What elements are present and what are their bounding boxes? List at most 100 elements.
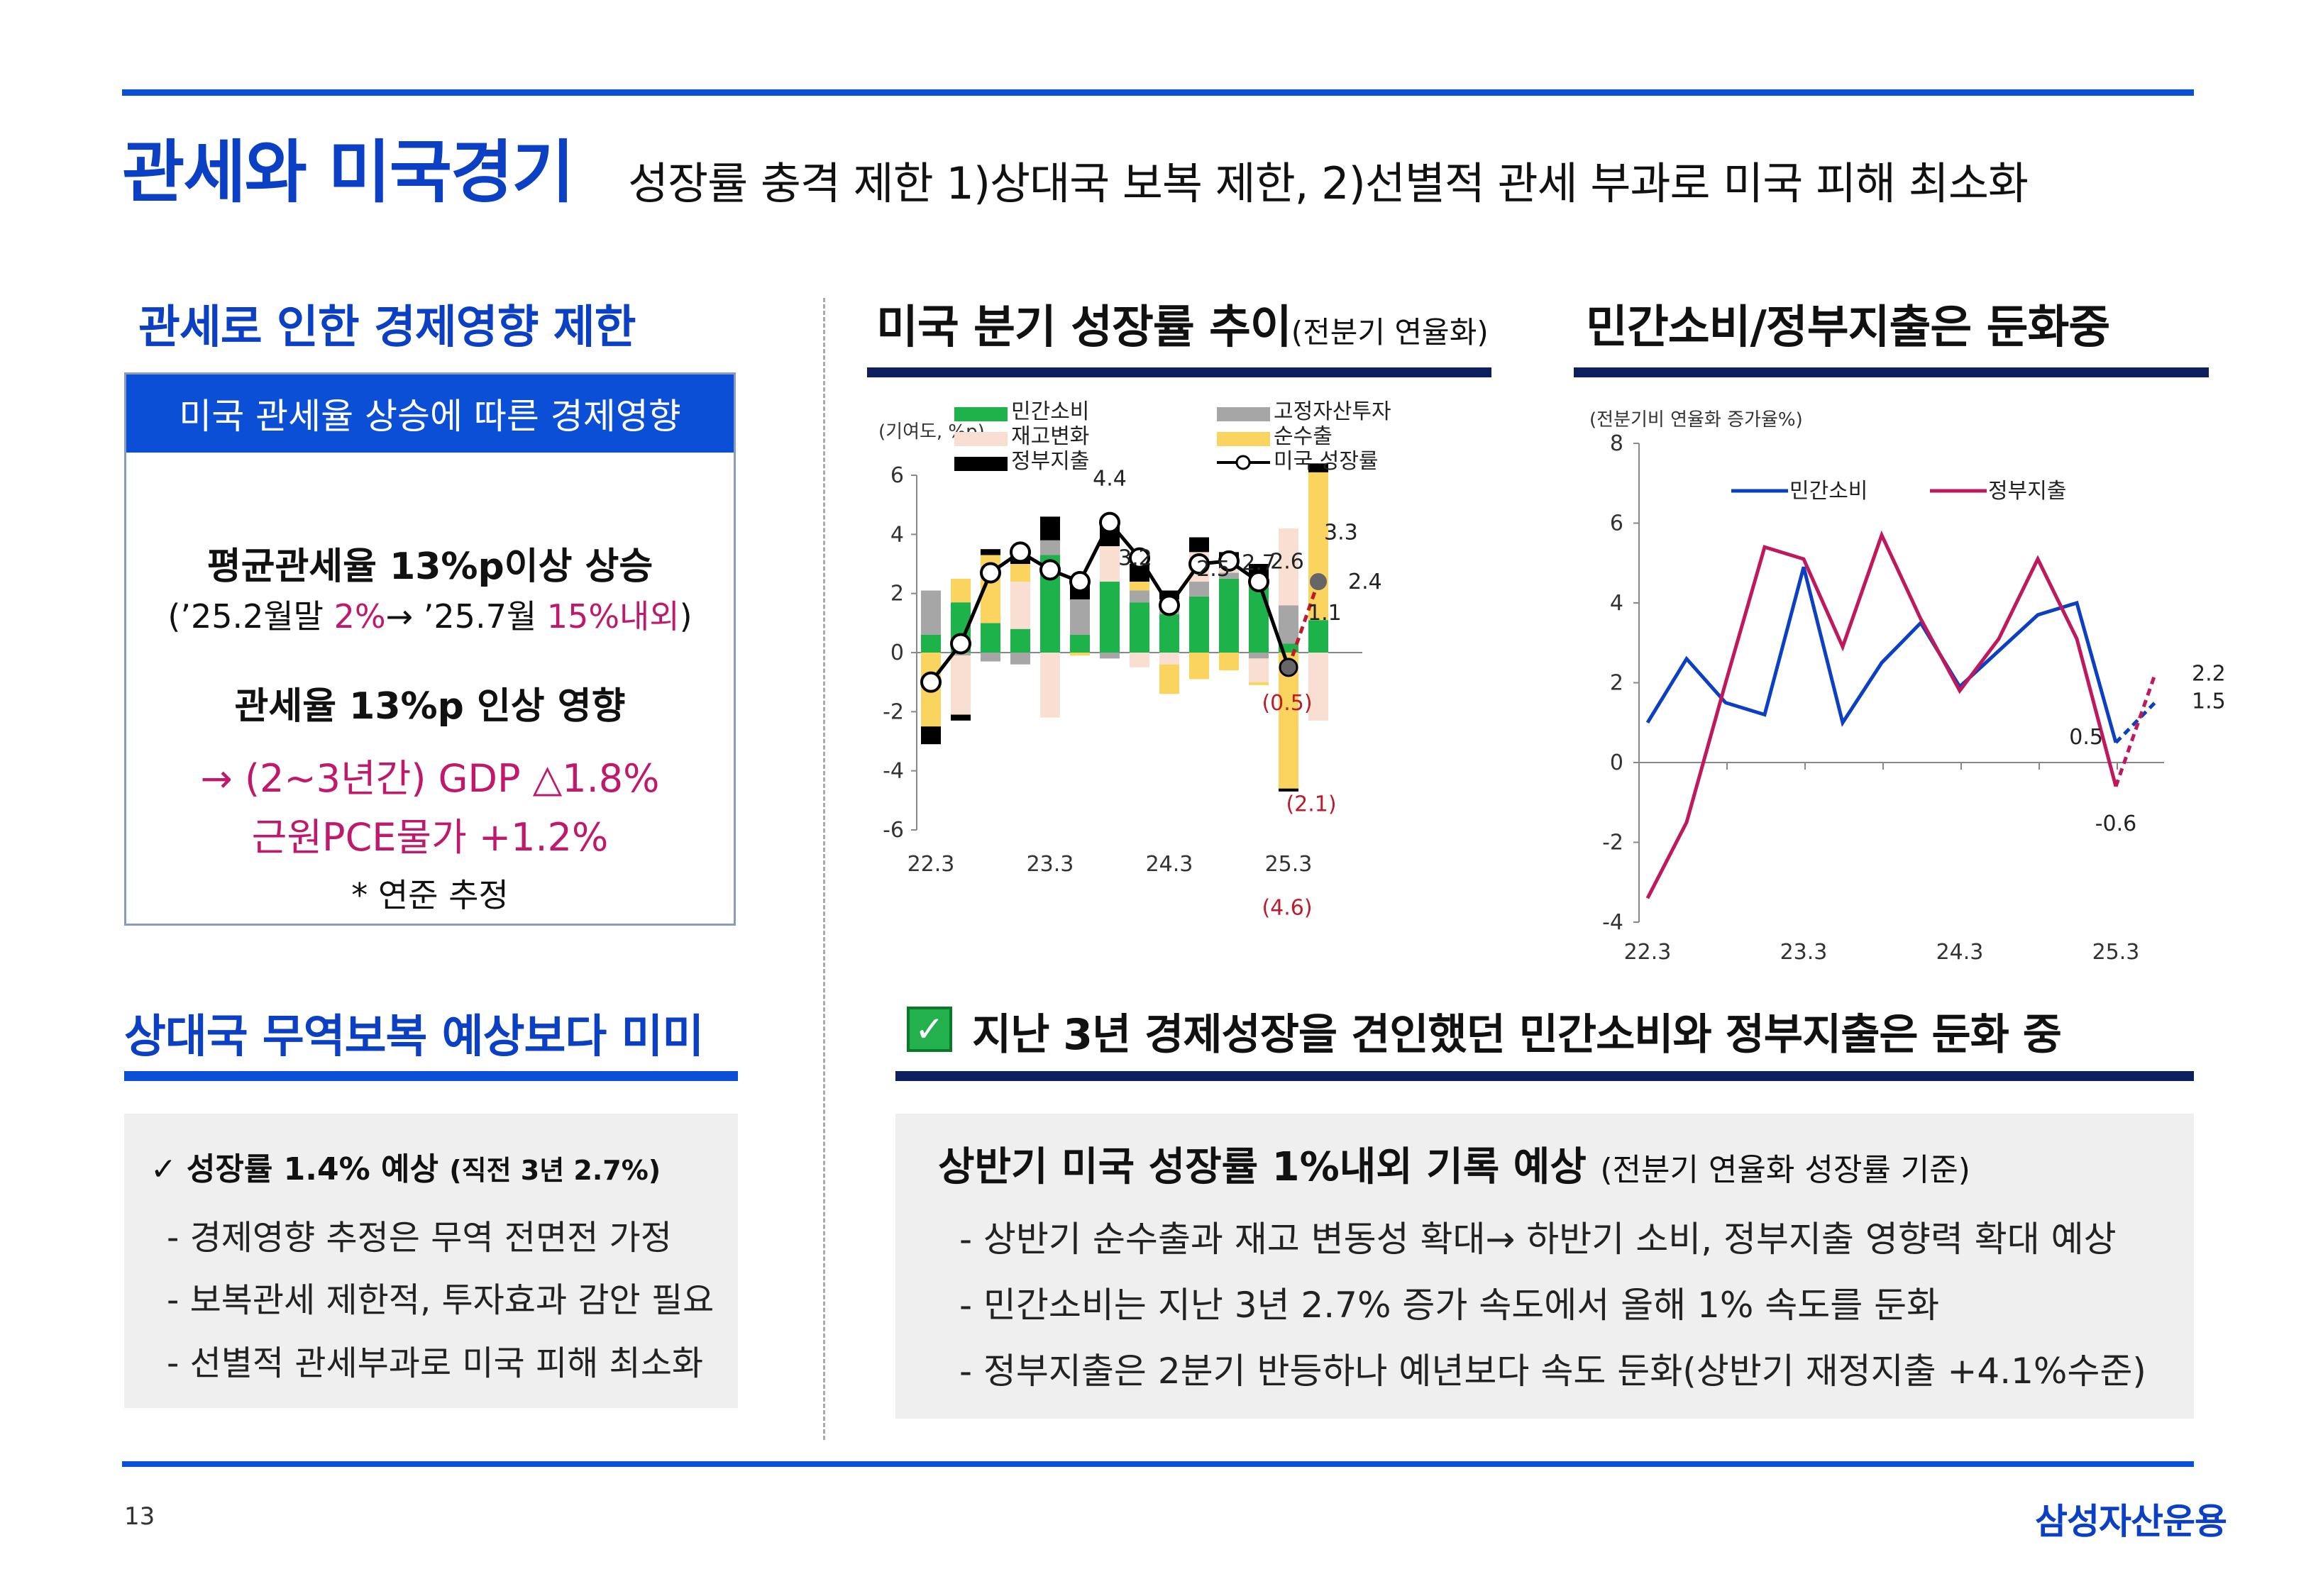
y-tick-label: 4 (1610, 591, 1623, 616)
tariff-effect-heading: 관세율 13%p 인상 영향 (234, 685, 626, 728)
tariff-feb-value: 2% (333, 597, 386, 636)
gdp-point (1248, 571, 1269, 592)
consumption-line (1645, 566, 2118, 743)
pce-impact-line: 근원PCE물가 +1.2% (251, 815, 609, 860)
tariff-period-suffix: ) (679, 597, 693, 636)
company-logo: 삼성자산운용 (2035, 1501, 2227, 1542)
gdp-point (1218, 550, 1240, 572)
left-bullet-1: - 경제영향 추정은 무역 전면전 가정 (167, 1218, 672, 1258)
chart2-title: 민간소비/정부지출은 둔화중 (1586, 301, 2110, 354)
data-label: 2.5 (1196, 557, 1230, 582)
growth-forecast-main: 성장률 1.4% 예상 (186, 1151, 450, 1187)
bar-segment (1279, 605, 1298, 644)
right-bottom-title-underline (895, 1071, 2194, 1081)
left-bottom-section-title: 상대국 무역보복 예상보다 미미 (124, 1011, 704, 1063)
bar-segment (1100, 653, 1120, 659)
y-tick-label: 8 (1610, 431, 1623, 456)
data-label: -0.6 (2095, 811, 2137, 836)
data-label: 4.4 (1093, 467, 1127, 492)
y-tick-label: -4 (1602, 910, 1623, 935)
x-tick-label: 25.3 (2092, 940, 2140, 965)
right-bottom-grey-box (895, 1114, 2194, 1419)
legend-swatch (1217, 407, 1270, 421)
tariff-jul-value: 15%내외 (546, 597, 680, 636)
tariff-period-prefix: (’25.2월말 (167, 597, 334, 636)
bar-segment (1040, 540, 1060, 555)
bottom-accent-bar (122, 1461, 2194, 1467)
bar-segment (1130, 582, 1149, 591)
legend-swatch (1217, 432, 1270, 446)
bar-segment (1189, 596, 1209, 653)
bar-segment (1010, 653, 1030, 665)
y-tick-label: -4 (883, 759, 904, 784)
gdp-point (1099, 511, 1120, 533)
data-label: 2.7 (1242, 551, 1276, 576)
bar-segment (951, 655, 971, 715)
avg-tariff-line: 평균관세율 13%p이상 상승 (206, 545, 653, 588)
y-tick-label: -2 (1602, 831, 1623, 855)
bar-segment (1040, 653, 1060, 718)
gdp-point-forecast (1310, 573, 1327, 590)
bar-segment (1279, 528, 1298, 606)
bar-segment (1249, 653, 1269, 659)
legend-label: 순수출 (1274, 424, 1333, 449)
y-tick-label: -2 (883, 699, 904, 724)
bar-segment (1308, 620, 1328, 653)
gdp-impact-line: → (2~3년간) GDP △1.8% (200, 756, 660, 801)
bar-segment (1249, 658, 1269, 682)
y-tick-label: 0 (890, 641, 904, 665)
data-label: 3.3 (1324, 521, 1358, 545)
bar-segment (1130, 653, 1149, 667)
bar-segment (951, 578, 971, 603)
bar-segment (1308, 463, 1328, 472)
data-label: 1.1 (1308, 601, 1342, 626)
data-label: 1.5 (2192, 689, 2226, 714)
x-tick-label: 25.3 (1265, 852, 1313, 877)
y-tick-label: 2 (890, 582, 904, 606)
bar-segment (951, 714, 971, 721)
bar-segment (1189, 653, 1209, 680)
government-forecast-line (2114, 674, 2157, 787)
bar-segment (921, 726, 941, 745)
negative-data-label: (4.6) (1262, 896, 1312, 921)
legend-label: 미국 성장률 (1274, 449, 1379, 474)
data-label: 2.6 (1270, 550, 1304, 575)
y-tick-label: 2 (1610, 671, 1623, 696)
y-tick-label: 0 (1610, 750, 1623, 775)
checkbox-icon: ✓ (907, 1007, 952, 1052)
left-top-section-title: 관세로 인한 경제영향 제한 (138, 301, 636, 354)
chart1-title-note: (전분기 연율화) (1291, 315, 1489, 350)
x-tick-label: 23.3 (1027, 852, 1074, 877)
bar-segment (1249, 682, 1269, 685)
h1-forecast-heading: 상반기 미국 성장률 1%내외 기록 예상 (전분기 연율화 성장률 기준) (938, 1135, 1970, 1192)
gdp-point (1188, 553, 1210, 575)
negative-data-label: (2.1) (1286, 792, 1336, 817)
chart1-title-underline (867, 367, 1491, 377)
right-bullet-1: - 상반기 순수출과 재고 변동성 확대→ 하반기 소비, 정부지출 영향력 확… (959, 1219, 2117, 1260)
left-bottom-grey-box (124, 1114, 738, 1408)
page-number: 13 (124, 1502, 155, 1531)
legend-swatch (954, 432, 1008, 446)
bar-segment (1279, 788, 1298, 792)
tariff-impact-box-header: 미국 관세율 상승에 따른 경제영향 (126, 375, 734, 453)
left-bullet-2: - 보복관세 제한적, 투자효과 감안 필요 (167, 1280, 715, 1320)
bar-segment (921, 590, 941, 635)
y-tick-label: 6 (890, 463, 904, 488)
gdp-point (950, 633, 971, 655)
right-bullet-2: - 민간소비는 지난 3년 2.7% 증가 속도에서 올해 1% 속도를 둔화 (959, 1285, 1940, 1326)
gdp-point (1159, 594, 1180, 616)
gdp-point (920, 671, 942, 693)
bar-segment (1070, 635, 1090, 653)
gdp-point (1010, 541, 1031, 563)
page-title: 관세와 미국경기 (122, 133, 575, 212)
x-tick-label: 22.3 (907, 852, 955, 877)
gdp-forecast-line (1286, 581, 1320, 668)
x-tick-label: 22.3 (1624, 940, 1672, 965)
bar-segment (1010, 628, 1030, 653)
growth-forecast-note: (직전 3년 2.7%) (449, 1155, 661, 1186)
negative-data-label: (0.5) (1262, 691, 1312, 716)
legend-swatch (954, 457, 1008, 471)
x-tick-label: 23.3 (1780, 940, 1828, 965)
gdp-point-latest (1279, 658, 1298, 677)
